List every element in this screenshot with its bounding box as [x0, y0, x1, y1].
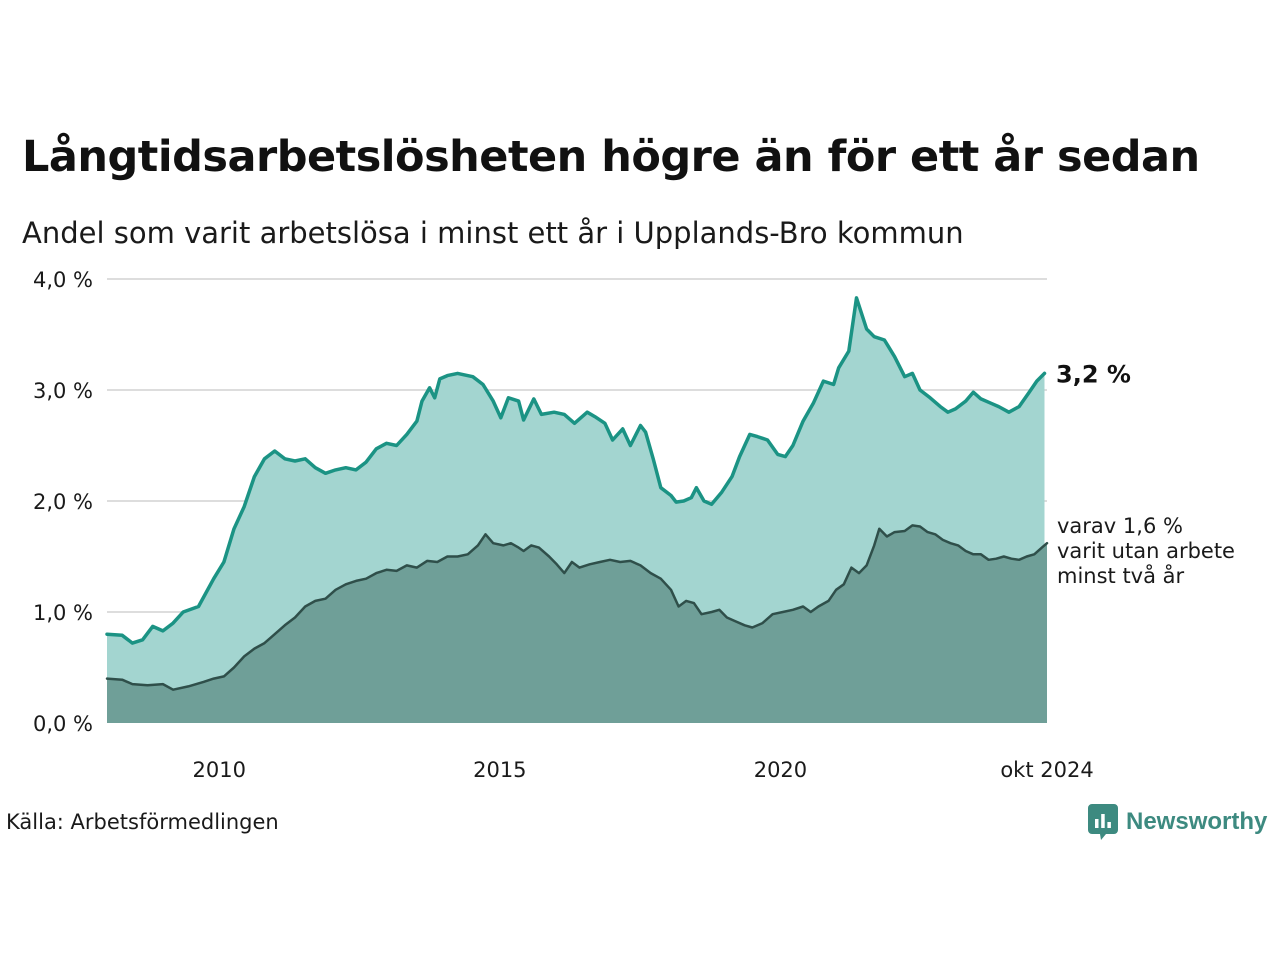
annotation-total: 3,2 % — [1056, 360, 1131, 388]
annotation-two-year-line-3: minst två år — [1057, 563, 1185, 588]
chart-subtitle: Andel som varit arbetslösa i minst ett å… — [22, 216, 964, 250]
x-tick-label: 2020 — [754, 758, 807, 782]
series-areas — [107, 297, 1047, 723]
area-chart: 0,0 % 1,0 % 2,0 % 3,0 % 4,0 % 2010 2015 2020 ok… — [33, 268, 1235, 782]
annotation-two-year-line-1: varav 1,6 % — [1057, 514, 1183, 538]
x-tick-label: okt 2024 — [1000, 758, 1093, 782]
source-label: Källa: Arbetsförmedlingen — [6, 810, 279, 834]
area-two-year — [107, 525, 1047, 723]
x-axis-labels: 2010 2015 2020 okt 2024 — [193, 758, 1094, 782]
annotations: 3,2 % varav 1,6 % varit utan arbete mins… — [1056, 360, 1235, 588]
line-two-year — [105, 524, 1049, 691]
y-tick-label: 1,0 % — [33, 601, 93, 625]
newsworthy-logo-icon — [1088, 804, 1118, 840]
brand-name: Newsworthy — [1126, 808, 1268, 835]
y-tick-label: 3,0 % — [33, 379, 93, 403]
y-tick-label: 4,0 % — [33, 268, 93, 292]
line-total — [105, 296, 1047, 645]
y-axis-labels: 0,0 % 1,0 % 2,0 % 3,0 % 4,0 % — [33, 268, 93, 736]
x-tick-label: 2015 — [473, 758, 526, 782]
brand-logo[interactable]: Newsworthy — [1088, 804, 1267, 840]
series-lines — [105, 296, 1049, 691]
annotation-two-year-line-2: varit utan arbete — [1057, 539, 1235, 563]
chart-title: Långtidsarbetslösheten högre än för ett … — [22, 132, 1200, 182]
x-tick-label: 2010 — [193, 758, 246, 782]
y-tick-label: 2,0 % — [33, 490, 93, 514]
y-tick-label: 0,0 % — [33, 712, 93, 736]
